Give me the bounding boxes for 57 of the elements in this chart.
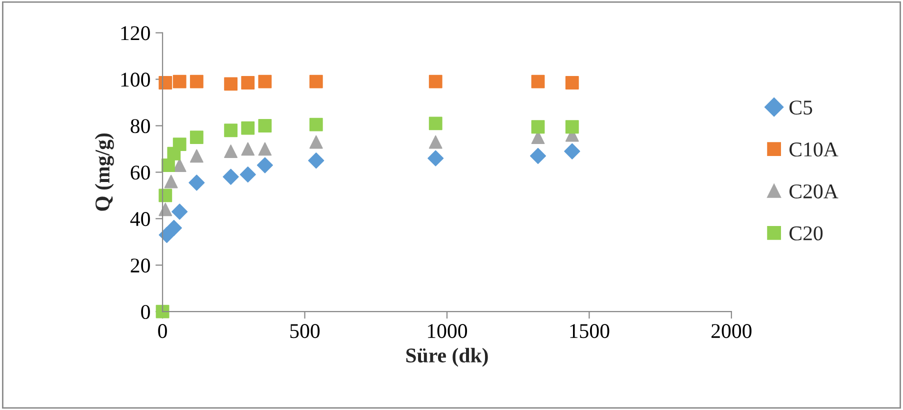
point [256,157,273,174]
point [172,204,188,220]
point [531,74,545,88]
point [241,76,255,90]
x-tick-label: 500 [290,324,320,338]
point [240,166,256,183]
point [158,188,172,202]
point [188,174,205,191]
point [172,138,186,152]
point [224,144,238,158]
y-tick-label: 60 [130,166,150,180]
point [564,143,580,160]
y-tick-label: 40 [130,212,150,226]
y-axis-title: Q (mg/g) [94,133,114,211]
legend-label: C20A [789,184,838,198]
y-tick-label: 120 [121,26,150,40]
x-tick-label: 1000 [428,324,468,338]
point [172,74,186,88]
point [158,76,172,90]
point [565,76,579,90]
point [428,135,442,149]
point [164,174,178,188]
point [308,152,324,169]
point [222,168,239,185]
point [258,74,272,88]
point [190,74,204,88]
point [565,120,579,134]
point [224,77,238,91]
point [428,116,442,130]
point [172,158,186,172]
point [190,130,204,144]
x-axis-title: Süre (dk) [406,348,488,367]
point [531,120,545,134]
point [241,121,255,135]
x-tick-label: 0 [158,324,167,338]
point [258,119,272,132]
point [309,74,323,88]
x-tick-label: 2000 [712,324,752,338]
legend-label: C20 [789,226,823,240]
y-tick-label: 100 [121,72,150,87]
point [309,135,323,149]
point [428,150,444,166]
y-tick-label: 80 [130,119,150,134]
point [241,142,255,156]
x-tick-label: 1500 [570,324,610,338]
point [190,149,204,163]
point [309,118,323,132]
legend-label: C10A [789,142,838,157]
point [156,304,170,318]
point [530,148,546,164]
point [224,124,238,138]
y-tick-label: 20 [130,258,150,273]
legend-label: C5 [789,100,812,115]
point [258,142,272,156]
point [428,74,442,88]
point [166,220,182,236]
y-tick-label: 0 [141,304,150,320]
